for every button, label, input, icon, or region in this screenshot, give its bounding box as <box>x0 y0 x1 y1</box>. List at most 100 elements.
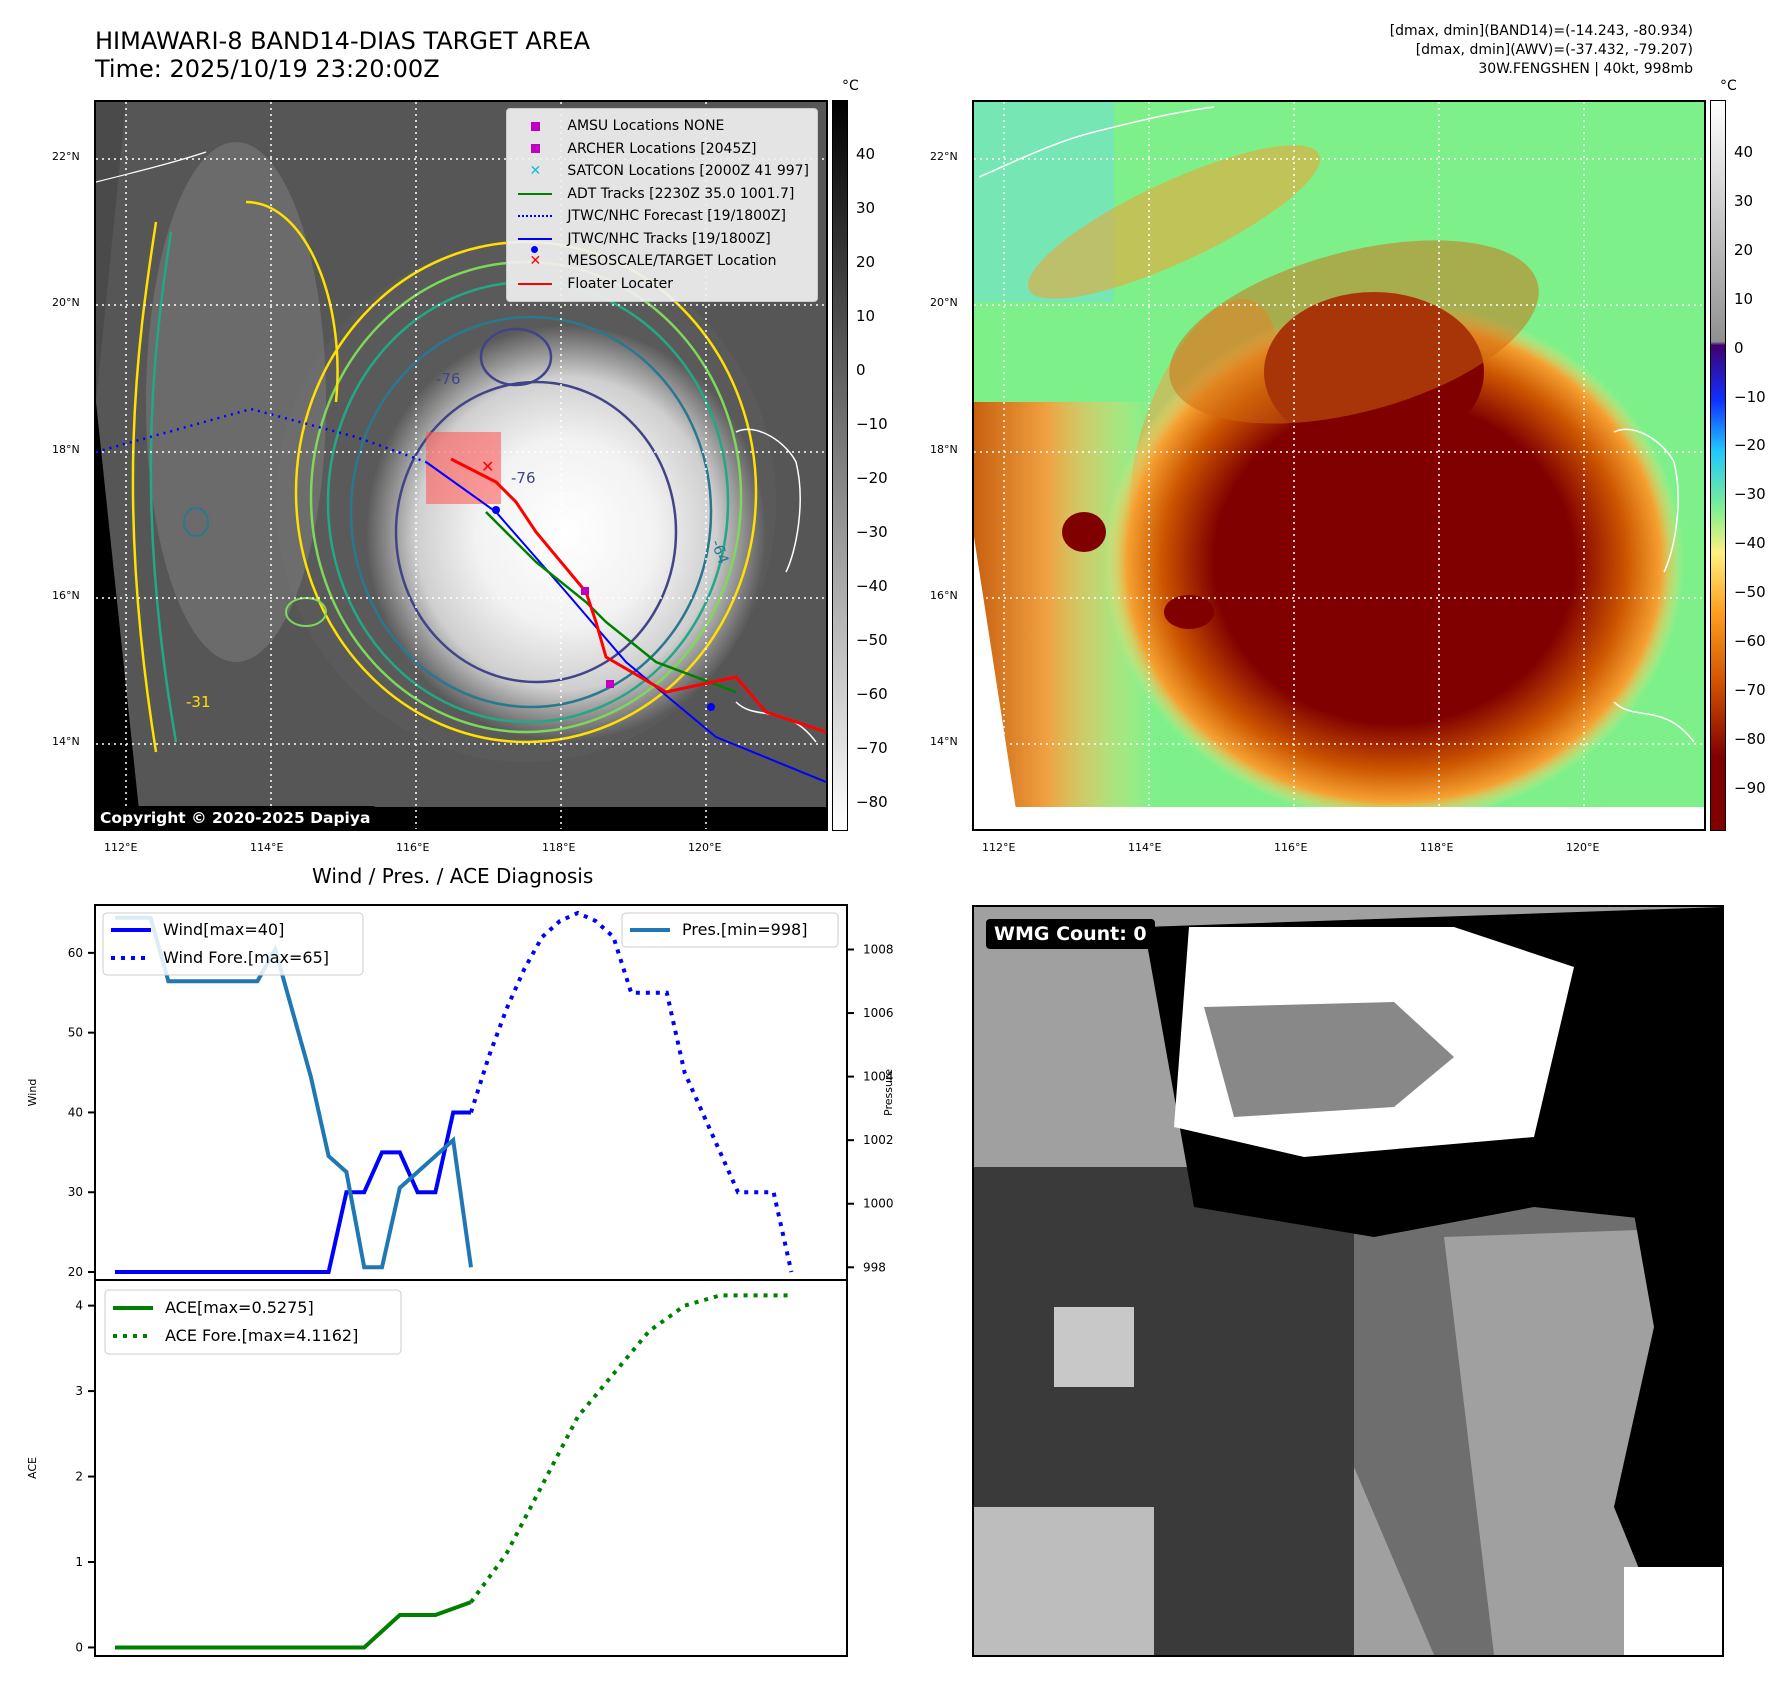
colorbar-tick: 0 <box>1734 338 1744 357</box>
square-marker-icon <box>515 144 555 154</box>
colorbar-tick: −70 <box>1734 680 1766 699</box>
colorbar-tick: 20 <box>1734 240 1754 259</box>
legend-label: ADT Tracks [2230Z 35.0 1001.7] <box>567 185 795 202</box>
lat-tick: 14°N <box>52 735 80 748</box>
lon-tick: 118°E <box>542 841 576 854</box>
legend-box <box>104 1289 402 1355</box>
lat-tick: 16°N <box>930 589 958 602</box>
y-tick-label: 0 <box>75 1640 83 1654</box>
colorbar-tick: −80 <box>856 793 888 811</box>
series-line <box>115 1600 472 1650</box>
legend-box <box>621 912 839 948</box>
lon-tick: 116°E <box>396 841 430 854</box>
legend-label: AMSU Locations NONE <box>567 118 725 134</box>
x-marker-icon: ✕ <box>529 163 542 179</box>
lon-tick: 120°E <box>1566 841 1600 854</box>
series-line <box>115 915 473 1270</box>
y-right-tick-label: 1004 <box>863 1070 894 1084</box>
lon-tick: 112°E <box>104 841 138 854</box>
target-area-box <box>426 432 501 504</box>
lat-tick: 16°N <box>52 589 80 602</box>
ace-legend: ACE[max=0.5275] ACE Fore.[max=4.1162] <box>104 1289 402 1355</box>
y-tick-label: 50 <box>68 1026 83 1040</box>
series-line <box>469 910 794 1273</box>
legend-item-amsu: AMSU Locations NONE <box>515 115 809 138</box>
colorbar-tick: −30 <box>1734 485 1766 504</box>
y-right-tick-label: 1008 <box>863 942 894 956</box>
wind-pressure-chart: 20 30 40 50 60 998 1000 1002 1004 1006 1008 Wind Pre… <box>26 904 895 1281</box>
colorbar-tick: −50 <box>856 631 888 649</box>
series-line <box>115 1110 471 1275</box>
storm-info: 30W.FENGSHEN | 40kt, 998mb <box>1478 61 1693 77</box>
legend-item-satcon: ✕ SATCON Locations [2000Z 41 997] <box>515 160 810 183</box>
y-tick-label: 30 <box>68 1185 83 1199</box>
y-axis-label: ACE <box>26 1457 39 1479</box>
contour-label: -31 <box>186 693 211 711</box>
colorbar-tick: 40 <box>1734 143 1754 161</box>
jtwc-track-point <box>492 506 500 514</box>
band14-range: [dmax, dmin](BAND14)=(-14.243, -80.934) <box>1389 23 1693 39</box>
lon-tick: 114°E <box>250 841 284 854</box>
wind-legend: Wind[max=40] Wind Fore.[max=65] <box>102 912 364 976</box>
colorbar-tick: −10 <box>856 415 888 433</box>
jtwc-track-point <box>707 703 715 711</box>
colorbar-tick: −60 <box>1734 632 1766 650</box>
colorbar-tick: 40 <box>856 145 876 163</box>
contour-label: -76 <box>511 469 536 487</box>
contour-label: -76 <box>436 370 461 388</box>
legend-item-target: ✕ MESOSCALE/TARGET Location <box>515 250 809 273</box>
ace-chart: 0 1 2 3 4 ACE ACE[max=0.5275] ACE Fore.[max=4.1… <box>26 1279 848 1657</box>
colorbar-tick: −50 <box>1734 583 1766 602</box>
legend-item-floater: Floater Locater <box>515 273 809 296</box>
y-tick-label: 4 <box>75 1299 83 1313</box>
legend-label: MESOSCALE/TARGET Location <box>567 253 777 269</box>
colorbar-tick: −40 <box>1734 534 1766 553</box>
y-right-tick-label: 998 <box>863 1260 886 1274</box>
colorbar-tick: −70 <box>856 739 888 757</box>
awv-map-panel <box>972 100 1706 831</box>
y-tick-label: 60 <box>68 946 83 960</box>
line-dot-icon <box>515 237 555 253</box>
awv-colorbar-unit: °C <box>1720 78 1737 94</box>
ir-map-panel: ✕ -76 -76 -64 -31 AMSU Locations NONE AR… <box>94 100 828 831</box>
adt-track <box>485 511 737 694</box>
title-line-1: HIMAWARI-8 BAND14-DIAS TARGET AREA <box>95 27 591 55</box>
lon-tick: 118°E <box>1420 841 1454 854</box>
awv-map-image <box>974 102 1704 829</box>
colorbar-tick: −20 <box>1734 436 1766 455</box>
solid-line-icon <box>515 282 555 285</box>
lat-tick: 22°N <box>52 150 80 163</box>
y-right-tick-label: 1002 <box>863 1133 894 1147</box>
y-right-tick-label: 1006 <box>863 1006 894 1020</box>
y-tick-label: 20 <box>68 1265 83 1279</box>
awv-colorbar <box>1710 100 1726 831</box>
archer-marker <box>581 587 589 595</box>
y-tick-label: 3 <box>75 1384 83 1398</box>
figure-title: HIMAWARI-8 BAND14-DIAS TARGET AREA Time: … <box>95 27 590 83</box>
y-tick-label: 40 <box>68 1105 83 1119</box>
x-marker-icon: ✕ <box>529 253 542 269</box>
y-right-tick-label: 1000 <box>863 1197 894 1211</box>
colorbar-tick: −90 <box>1734 778 1766 797</box>
diagnosis-title: Wind / Pres. / ACE Diagnosis <box>312 864 594 888</box>
colorbar-tick: 30 <box>1734 191 1754 210</box>
ir-colorbar <box>832 100 848 831</box>
figure-info: [dmax, dmin](BAND14)=(-14.243, -80.934) [… <box>1390 22 1693 79</box>
legend-item-jtwc-forecast: JTWC/NHC Forecast [19/1800Z] <box>515 205 809 228</box>
legend-label: ACE Fore.[max=4.1162] <box>165 1326 358 1345</box>
colorbar-tick: −60 <box>856 685 888 703</box>
legend-box <box>102 912 364 976</box>
legend-label: ACE[max=0.5275] <box>165 1298 314 1317</box>
y-right-axis-label: Pressure <box>882 1069 895 1116</box>
legend-label: Wind Fore.[max=65] <box>163 948 329 967</box>
legend-item-archer: ARCHER Locations [2045Z] <box>515 138 809 161</box>
ir-colorbar-unit: °C <box>842 78 859 94</box>
legend-label: JTWC/NHC Forecast [19/1800Z] <box>567 208 786 224</box>
wmg-panel: WMG Count: 0 <box>972 905 1724 1657</box>
colorbar-tick: 30 <box>856 199 876 217</box>
lat-tick: 22°N <box>930 150 958 163</box>
colorbar-tick: −40 <box>856 577 888 595</box>
colorbar-tick: −10 <box>1734 387 1766 406</box>
dotted-line-icon <box>515 215 555 218</box>
lon-tick: 120°E <box>688 841 722 854</box>
